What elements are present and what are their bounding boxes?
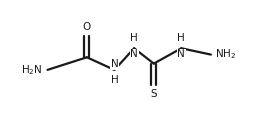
- Text: N: N: [110, 59, 118, 69]
- Text: H: H: [110, 75, 118, 85]
- Text: N: N: [178, 49, 185, 59]
- Text: H$_2$N: H$_2$N: [21, 63, 43, 77]
- Text: H: H: [178, 33, 185, 43]
- Text: O: O: [83, 22, 91, 32]
- Text: S: S: [150, 89, 157, 99]
- Text: N: N: [130, 49, 138, 59]
- Text: H: H: [130, 33, 138, 43]
- Text: NH$_2$: NH$_2$: [215, 48, 236, 61]
